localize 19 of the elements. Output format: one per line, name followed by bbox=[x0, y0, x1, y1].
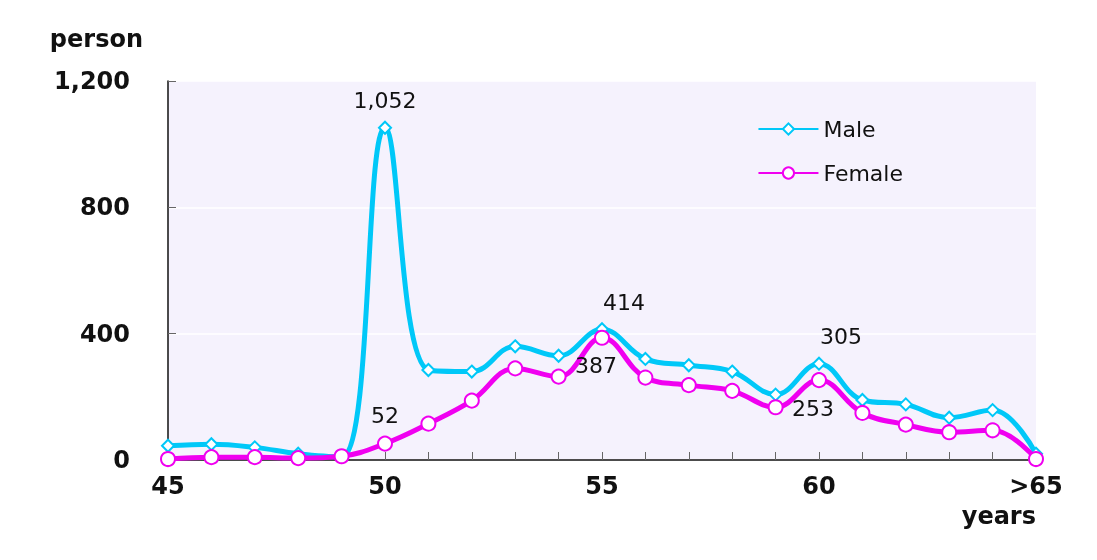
y-tick-label: 1,200 bbox=[54, 67, 130, 95]
data-label: 387 bbox=[575, 353, 617, 379]
y-tick-label: 400 bbox=[79, 319, 130, 348]
legend-label: Female bbox=[823, 160, 903, 186]
data-label: 52 bbox=[371, 403, 399, 429]
x-tick-label: 45 bbox=[151, 472, 185, 500]
legend-label: Male bbox=[823, 116, 876, 142]
data-label: 1,052 bbox=[353, 88, 417, 114]
y-tick-label: 800 bbox=[79, 193, 130, 222]
data-label: 305 bbox=[820, 324, 862, 350]
data-label: 253 bbox=[792, 395, 834, 421]
data-label: 414 bbox=[603, 289, 645, 315]
x-axis-title: years bbox=[961, 502, 1036, 530]
x-tick-label: 55 bbox=[585, 472, 619, 500]
y-tick-label: 0 bbox=[113, 446, 130, 474]
y-axis-title: person bbox=[49, 25, 143, 53]
x-tick-label: >65 bbox=[1009, 472, 1063, 500]
x-tick-label: 60 bbox=[802, 472, 836, 500]
x-tick-label: 50 bbox=[368, 472, 402, 500]
